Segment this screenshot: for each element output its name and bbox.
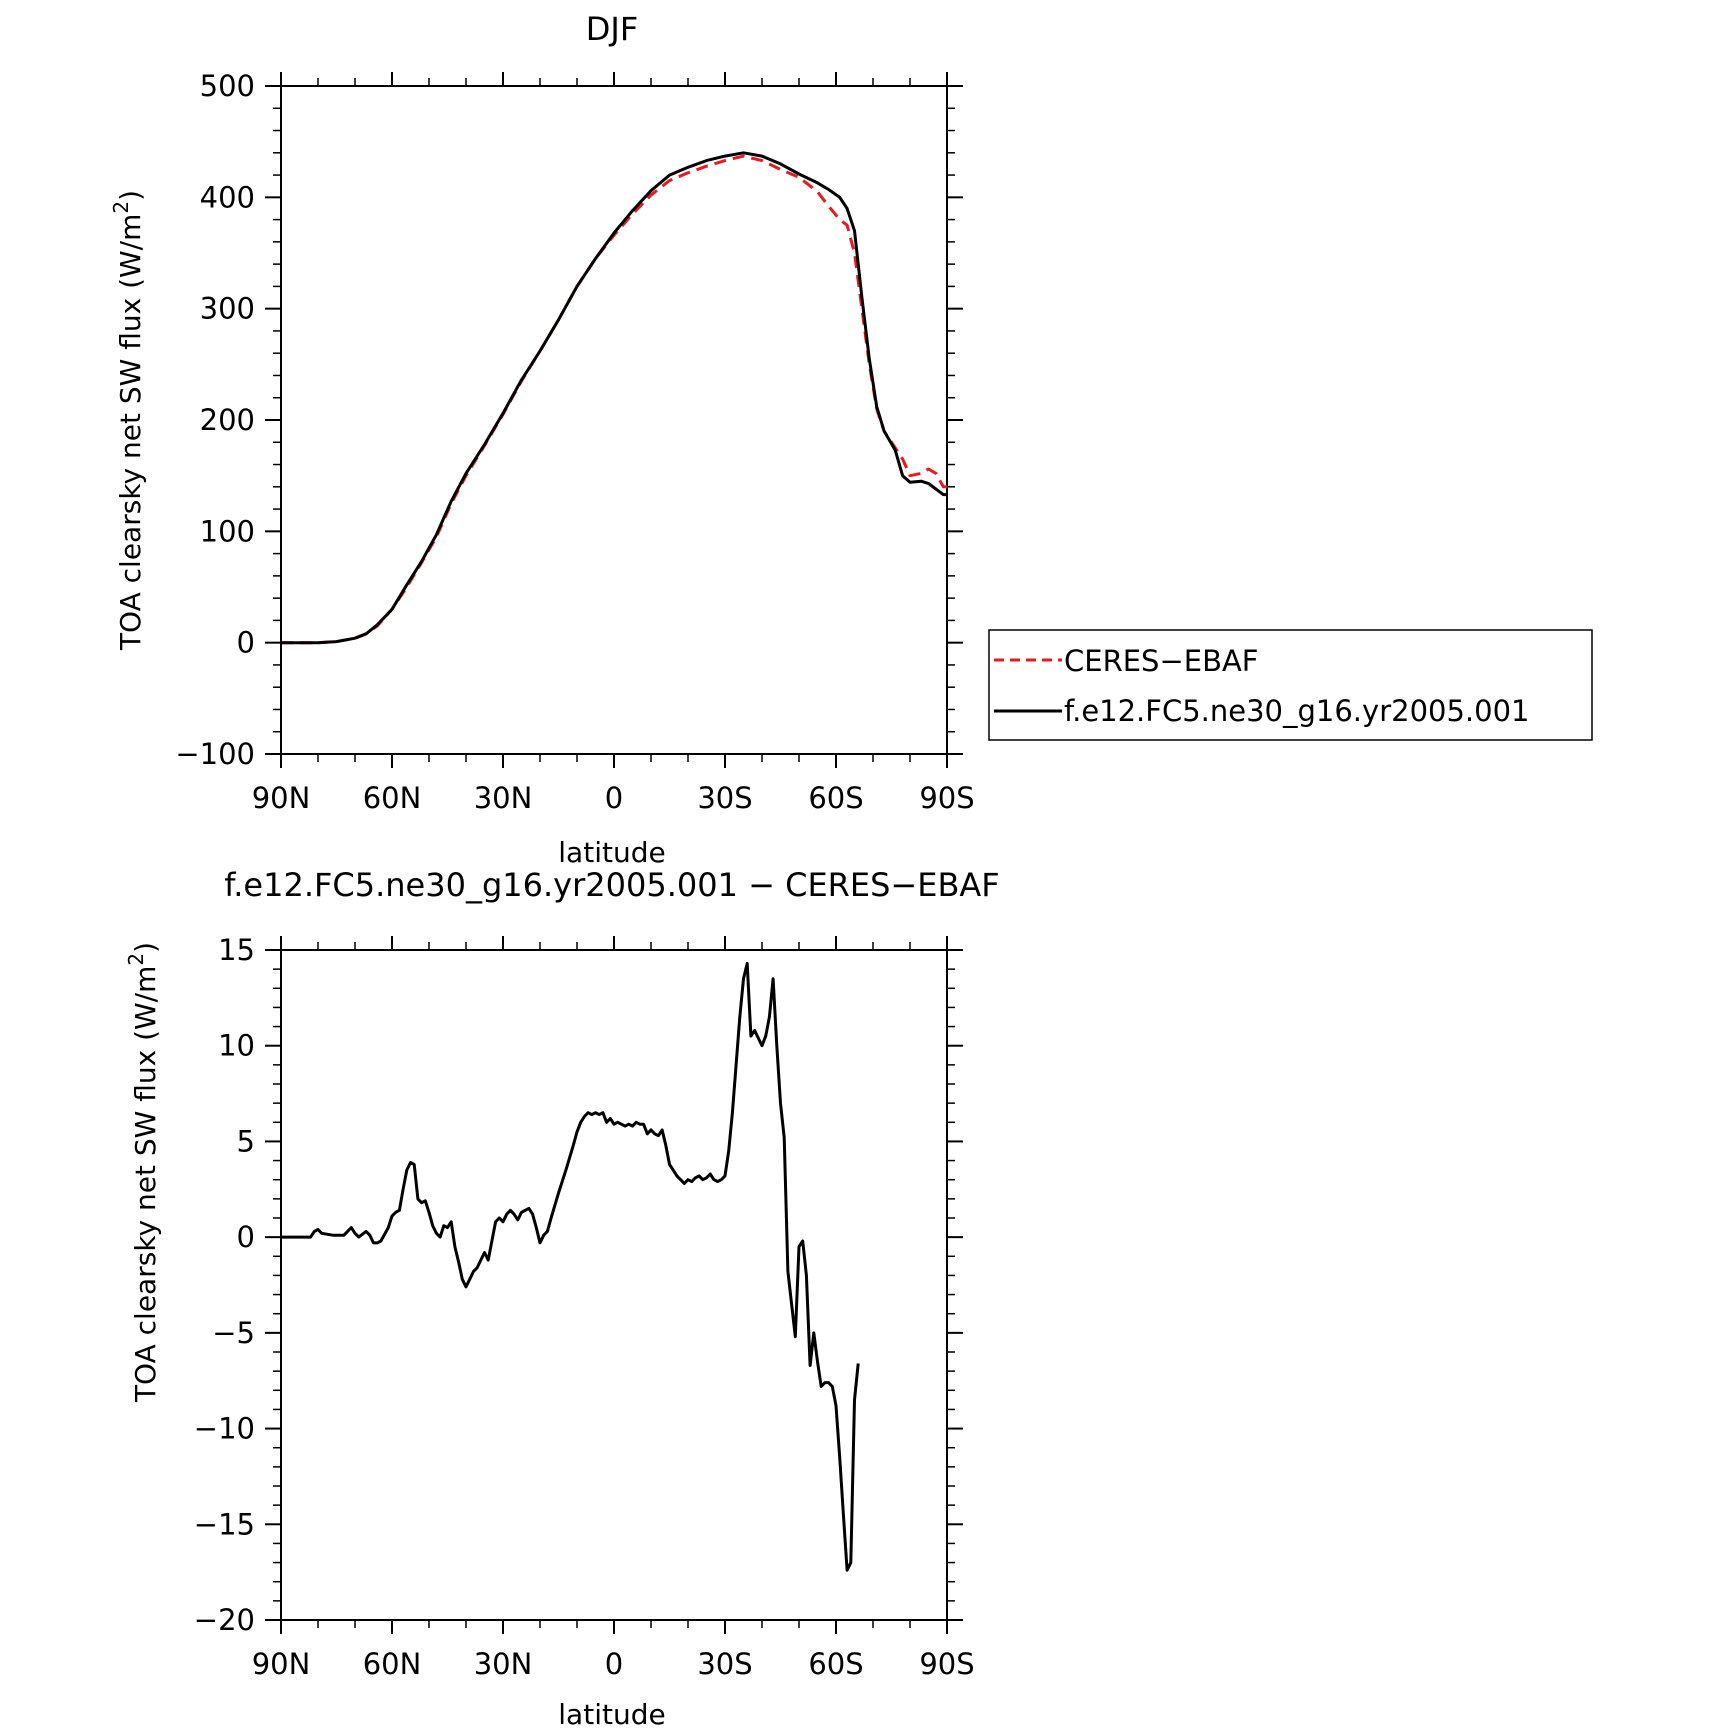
chart-top-y-axis-label: TOA clearsky net SW flux (W/m2) [109, 190, 147, 651]
y-tick-label: 5 [237, 1124, 255, 1158]
y-tick-label: 0 [237, 1220, 255, 1254]
y-tick-label: 100 [200, 514, 255, 548]
x-tick-label: 90N [252, 1647, 311, 1681]
y-tick-label: 400 [200, 180, 255, 214]
x-tick-label: 0 [605, 781, 623, 815]
x-tick-label: 90S [919, 781, 974, 815]
x-tick-label: 30N [474, 1647, 533, 1681]
series-line-f-e12-fc5-ne30-g16-yr2005-001 [281, 151, 947, 645]
chart-top-plot-area: 90N 60N 30N 0 30S 60S 90S −100 0 100 200 300 400 500 [175, 69, 974, 815]
series-line-difference [281, 961, 860, 1572]
legend-label-model: f.e12.FC5.ne30_g16.yr2005.001 [1064, 694, 1530, 728]
x-tick-label: 30N [474, 781, 533, 815]
y-tick-label: −20 [194, 1603, 255, 1637]
y-tick-label: −100 [175, 737, 255, 771]
y-tick-label: 10 [218, 1029, 255, 1063]
chart-top-panel: DJF TOA clearsky net SW flux (W/m2) lati… [109, 10, 975, 869]
y-tick-label: 200 [200, 403, 255, 437]
y-tick-label: 300 [200, 292, 255, 326]
legend-box [988, 629, 1593, 741]
chart-bottom-panel: f.e12.FC5.ne30_g16.yr2005.001 − CERES−EB… [124, 866, 1000, 1731]
y-tick-label: −10 [194, 1412, 255, 1446]
x-tick-label: 60N [363, 1647, 422, 1681]
x-tick-label: 0 [605, 1647, 623, 1681]
y-tick-label: 0 [237, 626, 255, 660]
x-tick-label: 90S [919, 1647, 974, 1681]
legend: CERES−EBAF f.e12.FC5.ne30_g16.yr2005.001 [988, 629, 1593, 741]
x-tick-label: 90N [252, 781, 311, 815]
chart-top-title: DJF [586, 10, 638, 48]
plot-frame [280, 85, 948, 755]
chart-top-x-axis-label: latitude [558, 836, 665, 869]
plot-frame [280, 949, 948, 1621]
chart-bottom-x-axis-label: latitude [558, 1698, 665, 1731]
x-tick-label: 30S [697, 1647, 752, 1681]
y-tick-label: −5 [212, 1316, 255, 1350]
chart-bottom-title: f.e12.FC5.ne30_g16.yr2005.001 − CERES−EB… [224, 866, 999, 904]
x-tick-label: 60N [363, 781, 422, 815]
x-tick-label: 60S [808, 781, 863, 815]
chart-bottom-plot-area: 90N 60N 30N 0 30S 60S 90S −20 −15 −10 −5 0 5 10 15 [194, 933, 975, 1681]
x-tick-label: 30S [697, 781, 752, 815]
y-tick-label: 500 [200, 69, 255, 103]
series-line-ceres-ebaf [281, 154, 947, 645]
y-tick-label: 15 [218, 933, 255, 967]
x-tick-label: 60S [808, 1647, 863, 1681]
y-tick-label: −15 [194, 1507, 255, 1541]
chart-bottom-y-axis-label: TOA clearsky net SW flux (W/m2) [124, 942, 162, 1403]
legend-label-ceres: CERES−EBAF [1064, 644, 1259, 678]
